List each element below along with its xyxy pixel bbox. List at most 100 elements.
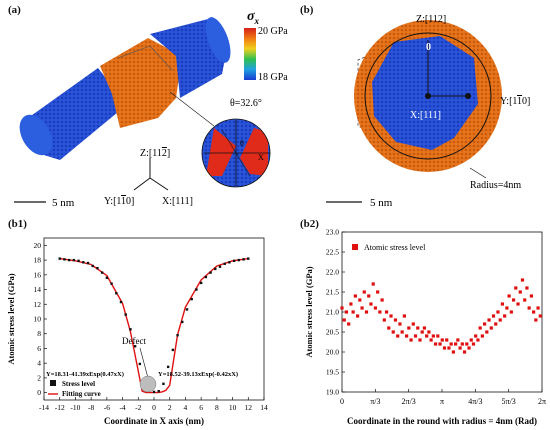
b2-data-point <box>536 306 540 310</box>
b1-xtick-label: -6 <box>104 403 110 412</box>
b2-data-point <box>440 338 444 342</box>
b1-xtick-label: 10 <box>229 403 237 412</box>
b1-data-point <box>133 345 137 348</box>
panel-a-label: (a) <box>8 4 21 16</box>
b1-data-point <box>63 258 66 261</box>
b2-data-point <box>500 302 505 306</box>
b2-data-point <box>503 314 507 318</box>
b1-xtick-label: -12 <box>55 403 65 412</box>
b2-data-point <box>393 318 398 322</box>
b2-data-point <box>416 326 420 330</box>
b2-data-point <box>458 346 462 350</box>
b2-data-point <box>402 314 406 318</box>
b1-ytick-label: 12 <box>34 300 42 309</box>
b2-data-point <box>380 298 384 302</box>
b1-data-point <box>105 276 109 279</box>
b2-ytick-label: 19.5 <box>326 368 339 377</box>
b2-data-point <box>351 310 355 314</box>
b2-data-point <box>509 310 513 314</box>
b2-data-point <box>454 342 458 346</box>
b2-data-point <box>398 322 402 326</box>
b2-data-point <box>340 306 344 310</box>
b2-ytick-label: 22.0 <box>326 268 339 277</box>
b2-data-point <box>409 338 413 342</box>
b2-data-point <box>382 318 386 322</box>
b2-xtick-label: π <box>440 397 444 406</box>
b2-data-point <box>487 318 491 322</box>
b2-data-point <box>480 334 484 338</box>
b1-data-point <box>77 259 80 263</box>
b2-data-point <box>353 294 357 298</box>
b2-data-point <box>391 330 395 334</box>
legend-marker-b2 <box>352 244 358 250</box>
b1-data-point <box>58 257 61 260</box>
b2-data-point <box>347 322 351 326</box>
b2-data-point <box>342 318 346 322</box>
b2-data-point <box>518 290 522 294</box>
b2-data-point <box>425 334 429 338</box>
panel-b1-label: (b1) <box>8 218 27 230</box>
inset-magnifier: θ X <box>201 118 271 188</box>
panel-a-figure: σx 20 GPa 18 GPa θ=32.6° θ X Z:[112] Y:[… <box>14 9 288 209</box>
defect-sphere <box>139 375 157 393</box>
b1-xtick-label: -14 <box>39 403 49 412</box>
legend-b1: Stress level Fitting curve <box>48 380 101 398</box>
b1-data-point <box>129 328 132 331</box>
b2-ytick-label: 20.5 <box>326 328 339 337</box>
b2-data-point <box>447 346 451 350</box>
fit-equation-left: Y=18.31-41.39xExp(0.47xX) <box>46 371 124 378</box>
b2-data-point <box>474 334 478 338</box>
b1-ytick-label: 4 <box>37 359 41 368</box>
b2-xtick-label: π/3 <box>370 397 380 406</box>
b2-data-point <box>505 306 509 310</box>
scale-label-a: 5 nm <box>52 197 75 209</box>
axis-x-label: X:[111] <box>162 196 193 207</box>
b2-data-point <box>478 326 482 330</box>
b2-ytick-label: 21.0 <box>326 308 339 317</box>
b2-data-point <box>376 290 380 294</box>
legend-b2: Atomic stress level <box>352 243 426 252</box>
b1-xtick-label: 8 <box>215 403 219 412</box>
b1-data-point <box>162 382 165 385</box>
b1-xtick-label: -8 <box>88 403 94 412</box>
b1-data-point <box>171 348 175 352</box>
axis-triad-a: Z:[112] Y:[110] X:[111] <box>104 148 193 207</box>
b2-ytick-label: 21.5 <box>326 288 339 297</box>
axis-y-label-b: Y:[110] <box>500 96 530 107</box>
b2-data-point <box>378 310 382 314</box>
chart-b1: -14 -12 -10 -8 -6 -4 -2 0 2 4 6 8 10 12 14 0 2 4 6 8 10 12 14 1… <box>6 237 268 426</box>
b1-xtick-label: -4 <box>119 403 125 412</box>
b1-data-point <box>91 264 94 268</box>
b2-data-point <box>369 302 373 306</box>
colorbar <box>244 28 256 80</box>
b1-data-point <box>82 261 85 264</box>
b2-data-point <box>418 338 422 342</box>
b2-data-point <box>456 338 460 342</box>
b2-xtick-label: 2π <box>538 397 546 406</box>
b2-data-point <box>373 306 378 310</box>
b1-data-point <box>67 258 71 262</box>
b2-data-point <box>349 302 353 306</box>
b2-data-point <box>489 326 493 330</box>
fit-equation-right: Y=18.52-39.13xExp(-0.42xX) <box>158 371 238 378</box>
b2-data-point <box>367 294 371 298</box>
defect-label: Defect <box>122 336 146 346</box>
axis-x-label-b: X:[111] <box>410 110 441 121</box>
b2-data-point <box>507 294 511 298</box>
b2-data-point <box>405 334 409 338</box>
b1-xtick-label: 0 <box>152 403 156 412</box>
b2-data-point <box>525 286 529 290</box>
b1-ytick-label: 20 <box>34 241 42 250</box>
b2-data-point <box>384 310 389 314</box>
legend-marker-points <box>50 380 56 386</box>
b1-data-point <box>152 390 156 394</box>
b2-data-point <box>532 310 536 314</box>
inset-x-axis: X <box>258 153 264 162</box>
b2-data-point <box>358 298 362 302</box>
nanowire-left-end <box>19 114 53 156</box>
nanowire-right-end <box>205 17 231 63</box>
b2-data-point <box>445 338 449 342</box>
b2-data-point <box>344 310 349 314</box>
b2-data-point <box>422 326 427 330</box>
b2-xtick-label: 5π/3 <box>502 397 516 406</box>
